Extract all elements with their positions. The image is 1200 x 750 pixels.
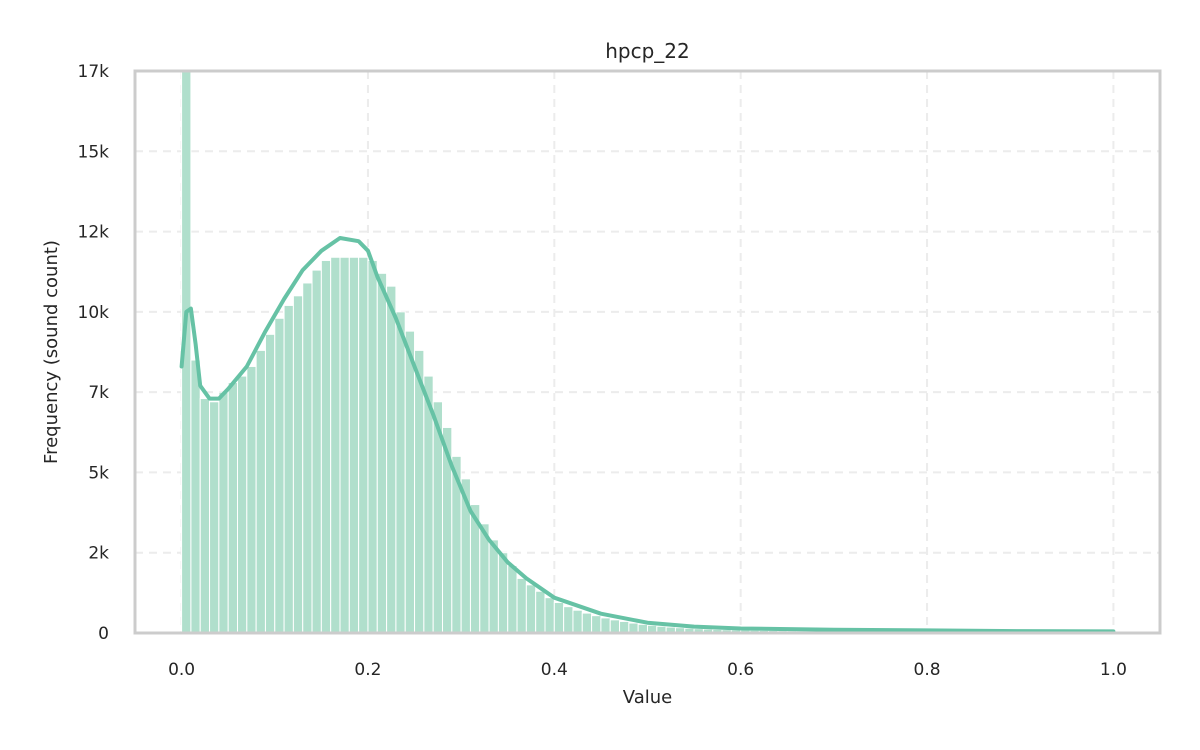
y-tick-label-6: 15k xyxy=(78,142,110,162)
histogram-bar-25 xyxy=(414,349,425,634)
histogram-bar-39 xyxy=(544,597,555,634)
plot-frame xyxy=(133,69,1162,635)
histogram-bar-14 xyxy=(311,269,322,634)
histogram-bar-10 xyxy=(274,317,285,634)
x-axis-label: Value xyxy=(623,687,672,708)
histogram-bar-4 xyxy=(218,391,229,634)
y-tick-label-7: 17k xyxy=(78,62,110,82)
histogram-bar-24 xyxy=(404,330,416,634)
y-axis-label: Frequency (sound count) xyxy=(41,240,62,464)
histogram-bar-2 xyxy=(199,398,211,634)
histogram-bar-16 xyxy=(330,256,341,634)
histogram-bar-3 xyxy=(209,401,220,634)
y-tick-label-3: 7k xyxy=(88,383,109,403)
y-tick-label-5: 12k xyxy=(78,223,110,243)
histogram-bar-22 xyxy=(386,285,397,634)
histogram-bar-42 xyxy=(572,609,583,634)
histogram-bar-18 xyxy=(348,256,360,634)
kde-curve xyxy=(179,236,1116,634)
x-tick-label-0: 0.0 xyxy=(168,660,195,680)
x-tick-label-5: 1.0 xyxy=(1100,660,1127,680)
histogram-bar-38 xyxy=(535,590,546,634)
y-tick-label-1: 2k xyxy=(88,544,109,564)
histogram-bar-33 xyxy=(488,539,499,634)
histogram-bar-11 xyxy=(283,304,294,634)
histogram-bar-17 xyxy=(339,256,350,634)
y-tick-label-4: 10k xyxy=(78,303,110,323)
histogram-bar-21 xyxy=(376,272,388,634)
histogram-bar-6 xyxy=(237,375,248,634)
y-tick-label-2: 5k xyxy=(88,463,109,483)
histogram-bar-8 xyxy=(255,349,266,634)
y-tick-label-0: 0 xyxy=(98,624,109,644)
histogram-bar-40 xyxy=(553,601,565,634)
histogram-bar-15 xyxy=(320,259,332,634)
histogram-bar-43 xyxy=(581,612,593,634)
histogram-bar-35 xyxy=(507,565,518,634)
histogram-bar-13 xyxy=(302,282,313,634)
x-tick-label-1: 0.2 xyxy=(354,660,381,680)
histogram-bar-41 xyxy=(563,606,574,634)
histogram-bar-46 xyxy=(609,619,621,634)
histogram-bar-1 xyxy=(190,359,201,634)
histogram-bar-12 xyxy=(292,295,304,634)
histogram-bar-23 xyxy=(395,311,406,634)
histogram-bar-20 xyxy=(367,259,378,634)
histogram-bar-37 xyxy=(525,584,537,634)
histogram-bar-36 xyxy=(516,577,527,634)
x-tick-label-3: 0.6 xyxy=(727,660,754,680)
x-tick-label-4: 0.8 xyxy=(914,660,941,680)
y-tick-labels: 0 2k 5k 7k 10k 12k 15k 17k xyxy=(78,62,110,644)
x-tick-labels: 0.0 0.2 0.4 0.6 0.8 1.0 xyxy=(168,660,1127,680)
histogram-bar-19 xyxy=(358,256,369,634)
x-tick-label-2: 0.4 xyxy=(541,660,568,680)
chart-title: hpcp_22 xyxy=(605,39,690,63)
histogram-bar-47 xyxy=(619,620,630,634)
histogram-bar-34 xyxy=(497,552,509,634)
histogram-bar-7 xyxy=(246,365,257,634)
histogram-bars xyxy=(181,70,1114,634)
histogram-bar-45 xyxy=(600,617,611,634)
histogram-bar-9 xyxy=(264,333,276,634)
histogram-bar-5 xyxy=(227,382,239,634)
histogram-bar-44 xyxy=(591,615,602,634)
